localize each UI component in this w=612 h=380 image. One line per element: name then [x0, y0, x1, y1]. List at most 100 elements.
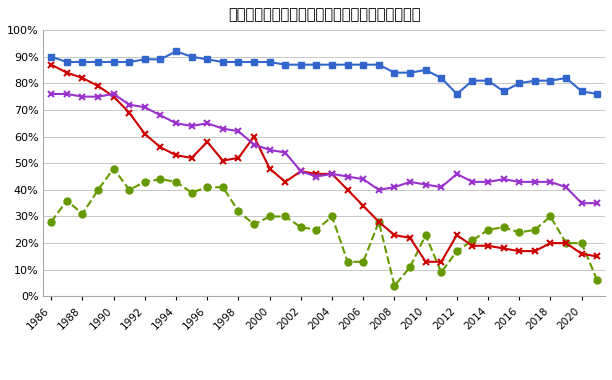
- EU28: [500, 246, 507, 251]
- アメリカ: [547, 214, 554, 219]
- EU28: [250, 134, 258, 139]
- OECD平均: [204, 121, 211, 125]
- 日本: [391, 70, 398, 75]
- OECD平均: [79, 94, 86, 99]
- 日本: [94, 60, 102, 64]
- EU28: [266, 166, 274, 171]
- アメリカ: [266, 214, 274, 219]
- 日本: [125, 60, 133, 64]
- OECD平均: [235, 129, 242, 133]
- 日本: [219, 60, 226, 64]
- OECD平均: [173, 121, 180, 125]
- アメリカ: [391, 283, 398, 288]
- OECD平均: [453, 172, 460, 176]
- EU28: [125, 110, 133, 115]
- アメリカ: [562, 241, 570, 245]
- EU28: [484, 244, 491, 248]
- アメリカ: [360, 260, 367, 264]
- EU28: [141, 131, 149, 136]
- 日本: [297, 62, 305, 67]
- OECD平均: [344, 174, 351, 179]
- EU28: [531, 249, 539, 253]
- OECD平均: [219, 126, 226, 131]
- 日本: [110, 60, 118, 64]
- アメリカ: [500, 225, 507, 230]
- 日本: [266, 60, 274, 64]
- OECD平均: [329, 172, 336, 176]
- EU28: [282, 180, 289, 184]
- OECD平均: [531, 180, 539, 184]
- 日本: [360, 62, 367, 67]
- EU28: [578, 252, 585, 256]
- アメリカ: [375, 220, 382, 224]
- EU28: [344, 188, 351, 192]
- 日本: [235, 60, 242, 64]
- アメリカ: [48, 220, 55, 224]
- アメリカ: [484, 228, 491, 232]
- EU28: [422, 260, 430, 264]
- 日本: [48, 54, 55, 59]
- 日本: [578, 89, 585, 93]
- 日本: [547, 78, 554, 83]
- 日本: [250, 60, 258, 64]
- EU28: [94, 84, 102, 88]
- アメリカ: [219, 185, 226, 190]
- アメリカ: [313, 228, 320, 232]
- OECD平均: [500, 177, 507, 182]
- 日本: [63, 60, 70, 64]
- OECD平均: [94, 94, 102, 99]
- Line: EU28: EU28: [48, 61, 601, 265]
- EU28: [173, 153, 180, 158]
- 日本: [79, 60, 86, 64]
- EU28: [313, 172, 320, 176]
- アメリカ: [141, 180, 149, 184]
- OECD平均: [469, 180, 476, 184]
- EU28: [562, 241, 570, 245]
- Title: 農業保護に占める価格支持（消費者負担）の割合: 農業保護に占める価格支持（消費者負担）の割合: [228, 7, 420, 22]
- OECD平均: [48, 92, 55, 96]
- OECD平均: [406, 180, 414, 184]
- アメリカ: [515, 230, 523, 235]
- 日本: [375, 62, 382, 67]
- EU28: [391, 233, 398, 238]
- OECD平均: [282, 150, 289, 155]
- OECD平均: [562, 185, 570, 190]
- 日本: [453, 92, 460, 96]
- EU28: [360, 204, 367, 208]
- アメリカ: [125, 188, 133, 192]
- アメリカ: [531, 228, 539, 232]
- OECD平均: [594, 201, 601, 206]
- アメリカ: [282, 214, 289, 219]
- EU28: [329, 172, 336, 176]
- OECD平均: [422, 182, 430, 187]
- 日本: [562, 76, 570, 80]
- 日本: [438, 76, 445, 80]
- EU28: [453, 233, 460, 238]
- Line: OECD平均: OECD平均: [48, 90, 601, 207]
- 日本: [531, 78, 539, 83]
- 日本: [406, 70, 414, 75]
- OECD平均: [547, 180, 554, 184]
- EU28: [235, 156, 242, 160]
- OECD平均: [391, 185, 398, 190]
- 日本: [282, 62, 289, 67]
- 日本: [157, 57, 164, 62]
- EU28: [110, 94, 118, 99]
- Line: 日本: 日本: [48, 49, 600, 97]
- EU28: [594, 254, 601, 259]
- アメリカ: [594, 278, 601, 283]
- アメリカ: [406, 265, 414, 269]
- アメリカ: [157, 177, 164, 182]
- アメリカ: [63, 198, 70, 203]
- 日本: [515, 81, 523, 86]
- アメリカ: [110, 166, 118, 171]
- アメリカ: [94, 188, 102, 192]
- アメリカ: [204, 185, 211, 190]
- OECD平均: [250, 142, 258, 147]
- EU28: [406, 236, 414, 240]
- 日本: [329, 62, 336, 67]
- OECD平均: [63, 92, 70, 96]
- アメリカ: [235, 209, 242, 214]
- OECD平均: [125, 102, 133, 107]
- アメリカ: [79, 212, 86, 216]
